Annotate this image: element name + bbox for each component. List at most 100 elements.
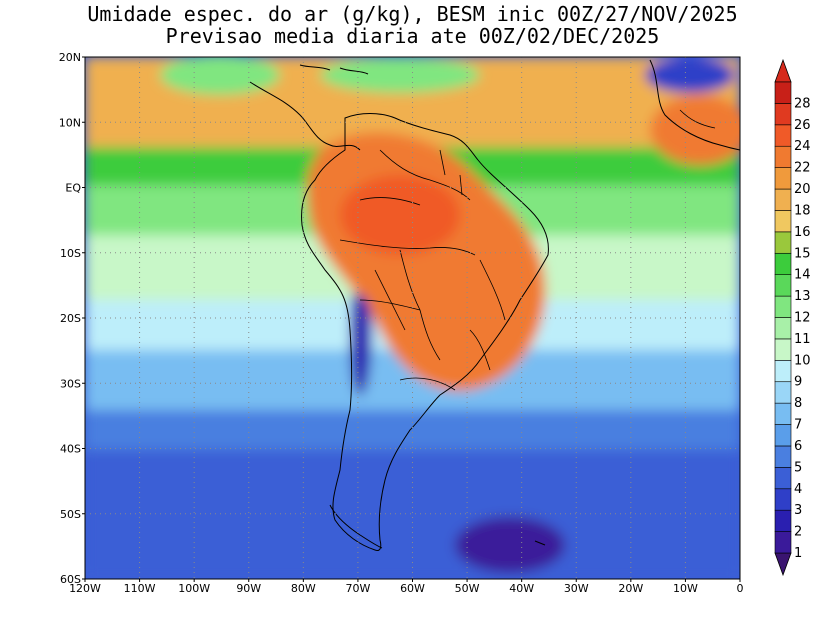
lon-label: 70W xyxy=(345,582,370,595)
border-6 xyxy=(479,259,506,321)
colorbar-label: 26 xyxy=(794,118,811,133)
colorbar-segment xyxy=(774,381,792,404)
field-patch-caribbean xyxy=(320,57,480,93)
country-borders xyxy=(339,109,716,391)
colorbar-segment xyxy=(774,295,792,318)
lon-label: 100W xyxy=(178,582,210,595)
colorbar-segment xyxy=(774,124,792,147)
colorbar-segment xyxy=(774,424,792,447)
lat-axis: 20N 10N EQ 10S 20S 30S 40S 50S 60S xyxy=(59,51,85,586)
lon-label: 10W xyxy=(673,582,698,595)
border-10 xyxy=(439,149,446,176)
colorbar-label: 10 xyxy=(794,353,811,368)
title-line-2: Previsao media diaria ate 00Z/02/DEC/202… xyxy=(165,24,660,48)
border-8 xyxy=(399,377,456,391)
field-patch-nw xyxy=(160,57,280,95)
colorbar-segment xyxy=(774,467,792,490)
coastlines xyxy=(249,59,740,551)
colorbar-label: 2 xyxy=(794,525,802,540)
colorbar-label: 13 xyxy=(794,289,811,304)
lat-label: EQ xyxy=(65,182,81,195)
lat-label: 30S xyxy=(60,377,81,390)
colorbar-top-arrow xyxy=(774,58,792,83)
lat-label: 20S xyxy=(60,312,81,325)
south-georgia xyxy=(534,540,546,546)
field-amazon-core xyxy=(340,175,460,255)
caribbean-islands xyxy=(299,64,331,71)
border-11 xyxy=(459,174,463,196)
border-7 xyxy=(469,329,491,371)
colorbar-label: 15 xyxy=(794,246,811,261)
colorbar-label: 5 xyxy=(794,460,802,475)
colorbar-label: 4 xyxy=(794,482,802,497)
colorbar-segment xyxy=(774,188,792,211)
border-5 xyxy=(359,299,421,311)
lon-label: 90W xyxy=(236,582,261,595)
colorbar-segment xyxy=(774,531,792,554)
lat-label: 50S xyxy=(60,508,81,521)
lat-label: 60S xyxy=(60,573,81,586)
colorbar-segment xyxy=(774,360,792,383)
colorbar-label: 1 xyxy=(794,546,802,561)
lon-label: 60W xyxy=(400,582,425,595)
lon-label: 30W xyxy=(564,582,589,595)
colorbar-label: 28 xyxy=(794,96,811,111)
colorbar-label: 6 xyxy=(794,439,802,454)
field-south xyxy=(85,440,740,579)
lon-label: 110W xyxy=(124,582,156,595)
border-1 xyxy=(379,149,471,201)
colorbar-segment xyxy=(774,252,792,275)
border-9 xyxy=(359,197,421,206)
colorbar-label: 11 xyxy=(794,332,811,347)
colorbar-segment xyxy=(774,167,792,190)
colorbar-segment xyxy=(774,210,792,233)
field-south-atlantic-dry xyxy=(455,517,565,573)
africa-coast xyxy=(649,59,740,151)
lon-label: 50W xyxy=(455,582,480,595)
border-4 xyxy=(374,269,406,331)
colorbar-segment xyxy=(774,317,792,340)
border-africa xyxy=(679,109,716,129)
colorbar-segment xyxy=(774,509,792,532)
grid-lines xyxy=(85,57,740,579)
colorbar-segment xyxy=(774,402,792,425)
lon-axis: 120W 110W 100W 90W 80W 70W 60W 50W 40W 30W 20W 10W 0 xyxy=(69,579,744,595)
colorbar-segment xyxy=(774,103,792,126)
field-africa xyxy=(650,95,740,165)
colorbar-segment xyxy=(774,274,792,297)
lon-label: 120W xyxy=(69,582,101,595)
colorbar-label: 12 xyxy=(794,311,811,326)
colorbar-label: 7 xyxy=(794,418,802,433)
border-2 xyxy=(339,239,476,256)
colorbar-label: 20 xyxy=(794,182,811,197)
south-america-outline xyxy=(301,113,549,551)
colorbar-label: 24 xyxy=(794,139,811,154)
colorbar-bottom-arrow xyxy=(774,552,792,577)
colorbar-label: 16 xyxy=(794,225,811,240)
lon-label: 40W xyxy=(509,582,534,595)
colorbar-label: 3 xyxy=(794,503,802,518)
colorbar-segment xyxy=(774,81,792,104)
colorbar-segment xyxy=(774,488,792,511)
colorbar-label: 9 xyxy=(794,375,802,390)
colorbar-label: 8 xyxy=(794,396,802,411)
lat-label: 10S xyxy=(60,247,81,260)
colorbar-segment xyxy=(774,338,792,361)
colorbar-label: 14 xyxy=(794,268,811,283)
field-sahara-dry xyxy=(645,57,735,93)
caribbean-islands-2 xyxy=(339,67,369,75)
lon-label: 20W xyxy=(618,582,643,595)
title-line-1: Umidade espec. do ar (g/kg), BESM inic 0… xyxy=(87,2,738,26)
lat-label: 10N xyxy=(59,116,81,129)
colorbar-label: 18 xyxy=(794,203,811,218)
lat-label: 20N xyxy=(59,51,81,64)
colorbar-segment xyxy=(774,145,792,168)
colorbar-segment xyxy=(774,231,792,254)
lon-label: 80W xyxy=(291,582,316,595)
colorbar-label: 22 xyxy=(794,161,811,176)
colorbar-segment xyxy=(774,445,792,468)
field-andes-dry xyxy=(350,293,372,396)
lat-label: 40S xyxy=(60,443,81,456)
